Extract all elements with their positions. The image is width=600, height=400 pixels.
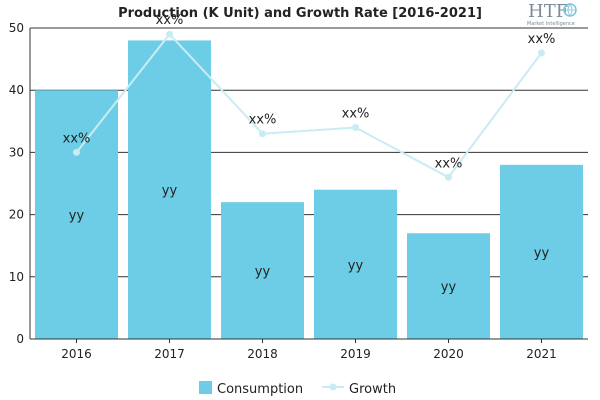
- growth-data-label: xx%: [435, 156, 463, 171]
- x-tick-label: 2017: [154, 347, 185, 361]
- bar-consumption: [407, 233, 490, 339]
- bar-data-label: yy: [255, 265, 271, 280]
- growth-data-label: xx%: [249, 113, 277, 128]
- bar-consumption: [35, 90, 118, 339]
- growth-point: [73, 148, 80, 156]
- legend-label-growth: Growth: [349, 382, 396, 397]
- bars: [35, 40, 583, 339]
- growth-point: [538, 49, 545, 57]
- logo-subtext: Market Intelligence: [527, 21, 575, 27]
- growth-data-label: xx%: [528, 32, 556, 47]
- bar-data-label: yy: [348, 258, 364, 273]
- growth-data-label: xx%: [342, 107, 370, 122]
- bar-data-label: yy: [162, 184, 178, 199]
- growth-point: [259, 130, 266, 138]
- legend-marker-growth: [329, 383, 337, 391]
- y-tick-label: 50: [9, 21, 24, 35]
- x-tick-label: 2021: [526, 347, 557, 361]
- company-logo: HTF Market Intelligence: [527, 1, 577, 27]
- bar-consumption: [314, 189, 397, 339]
- logo-text: HTF: [528, 1, 568, 22]
- legend: Consumption Growth: [199, 381, 396, 397]
- growth-line: [73, 30, 545, 181]
- globe-lines-icon: [564, 3, 576, 17]
- legend-label-consumption: Consumption: [217, 382, 303, 397]
- growth-data-label: xx%: [63, 131, 91, 146]
- bar-data-label: yy: [534, 246, 550, 261]
- y-tick-label: 10: [9, 270, 24, 284]
- bar-data-label: yy: [69, 209, 85, 224]
- growth-point: [166, 30, 173, 38]
- y-tick-label: 20: [9, 208, 24, 222]
- chart-title: Production (K Unit) and Growth Rate [201…: [118, 6, 482, 21]
- bar-consumption: [128, 40, 211, 339]
- x-tick-label: 2019: [340, 347, 371, 361]
- y-tick-label: 0: [16, 332, 24, 346]
- growth-point: [352, 124, 359, 132]
- grid: [30, 27, 588, 278]
- growth-series-line: [75, 32, 543, 179]
- y-tick-label: 40: [9, 83, 24, 97]
- growth-point: [445, 173, 452, 181]
- x-tick-label: 2020: [433, 347, 464, 361]
- legend-swatch-consumption: [199, 381, 212, 394]
- data-labels: yy yy yy yy yy yy xx% xx% xx% xx% xx% xx%: [63, 13, 556, 295]
- bar-data-label: yy: [441, 280, 457, 295]
- x-tick-label: 2018: [247, 347, 278, 361]
- bar-consumption: [500, 164, 583, 339]
- y-tick-label: 30: [9, 145, 24, 159]
- x-tick-label: 2016: [61, 347, 92, 361]
- growth-data-label: xx%: [156, 13, 184, 28]
- axes: 0 10 20 30 40 50 2016 2017 2018 2019 2020 2021: [9, 21, 588, 361]
- bar-consumption: [221, 202, 304, 339]
